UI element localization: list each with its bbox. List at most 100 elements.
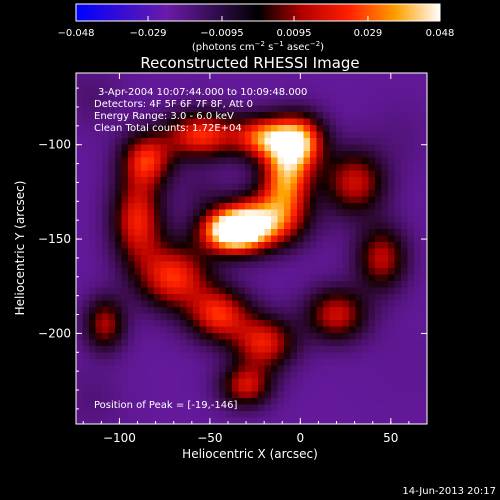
heatmap-cell [297, 86, 304, 93]
heatmap-cell [381, 138, 389, 145]
heatmap-cell [89, 86, 96, 93]
heatmap-cell [121, 313, 129, 321]
heatmap-cell [303, 183, 311, 191]
heatmap-cell [420, 222, 428, 230]
heatmap-cell [349, 313, 356, 321]
heatmap-cell [95, 138, 103, 145]
heatmap-cell [420, 248, 428, 256]
heatmap-cell [303, 203, 311, 210]
heatmap-cell [355, 86, 363, 93]
heatmap-cell [394, 365, 402, 373]
heatmap-cell [154, 151, 161, 158]
heatmap-cell [199, 222, 207, 230]
heatmap-cell [264, 151, 272, 158]
heatmap-cell [284, 170, 291, 178]
heatmap-cell [420, 177, 428, 184]
heatmap-cell [102, 307, 109, 314]
heatmap-cell [154, 307, 161, 314]
heatmap-cell [128, 417, 135, 425]
heatmap-cell [154, 378, 161, 386]
heatmap-cell [154, 183, 161, 191]
heatmap-cell [271, 372, 278, 379]
heatmap-cell [303, 131, 311, 139]
heatmap-cell [310, 131, 317, 139]
heatmap-cell [290, 294, 298, 301]
heatmap-cell [102, 157, 109, 165]
heatmap-cell [199, 326, 207, 334]
heatmap-cell [193, 300, 200, 308]
heatmap-cell [212, 170, 220, 178]
heatmap-cell [329, 157, 337, 165]
heatmap-cell [297, 391, 304, 399]
heatmap-cell [167, 268, 174, 275]
heatmap-cell [355, 359, 363, 366]
heatmap-cell [297, 242, 304, 249]
heatmap-cell [212, 144, 220, 152]
heatmap-cell [264, 333, 272, 340]
heatmap-cell [375, 281, 382, 288]
heatmap-cell [401, 274, 408, 282]
heatmap-cell [225, 203, 233, 210]
heatmap-cell [271, 300, 278, 308]
heatmap-cell [316, 99, 324, 106]
heatmap-cell [394, 248, 402, 256]
heatmap-cell [329, 333, 337, 340]
heatmap-cell [82, 151, 90, 158]
heatmap-cell [245, 190, 252, 197]
heatmap-cell [141, 99, 148, 106]
heatmap-cell [368, 274, 376, 282]
heatmap-cell [115, 339, 122, 347]
heatmap-cell [180, 203, 187, 210]
heatmap-cell [219, 131, 226, 139]
heatmap-cell [95, 229, 103, 236]
heatmap-cell [355, 216, 363, 223]
heatmap-cell [160, 79, 168, 87]
heatmap-cell [355, 196, 363, 204]
heatmap-cell [316, 196, 324, 204]
heatmap-cell [407, 209, 415, 217]
heatmap-cell [407, 352, 415, 360]
heatmap-cell [167, 105, 174, 113]
heatmap-cell [375, 164, 382, 171]
heatmap-cell [134, 118, 142, 126]
heatmap-cell [199, 391, 207, 399]
heatmap-cell [180, 157, 187, 165]
heatmap-cell [251, 404, 259, 412]
heatmap-cell [167, 307, 174, 314]
heatmap-cell [336, 313, 343, 321]
heatmap-cell [420, 144, 428, 152]
heatmap-cell [329, 242, 337, 249]
heatmap-cell [375, 196, 382, 204]
heatmap-cell [102, 164, 109, 171]
heatmap-cell [219, 118, 226, 126]
heatmap-cell [115, 151, 122, 158]
heatmap-cell [310, 333, 317, 340]
heatmap-cell [251, 248, 259, 256]
heatmap-cell [193, 248, 200, 256]
heatmap-cell [414, 157, 421, 165]
heatmap-cell [420, 164, 428, 171]
heatmap-cell [349, 86, 356, 93]
heatmap-cell [264, 261, 272, 269]
heatmap-cell [264, 177, 272, 184]
heatmap-cell [277, 196, 285, 204]
heatmap-cell [388, 391, 395, 399]
heatmap-cell [76, 417, 83, 425]
heatmap-cell [102, 216, 109, 223]
heatmap-cell [245, 151, 252, 158]
heatmap-cell [414, 359, 421, 366]
heatmap-cell [173, 294, 181, 301]
heatmap-cell [394, 255, 402, 262]
heatmap-cell [95, 151, 103, 158]
heatmap-cell [323, 274, 330, 282]
heatmap-cell [115, 294, 122, 301]
heatmap-cell [401, 398, 408, 405]
heatmap-cell [362, 125, 369, 132]
heatmap-cell [381, 333, 389, 340]
heatmap-cell [180, 144, 187, 152]
heatmap-cell [238, 196, 246, 204]
heatmap-cell [323, 339, 330, 347]
heatmap-cell [186, 79, 194, 87]
heatmap-cell [206, 112, 213, 119]
heatmap-cell [245, 242, 252, 249]
